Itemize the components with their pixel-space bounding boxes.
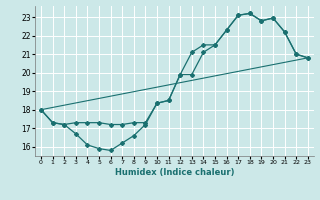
X-axis label: Humidex (Indice chaleur): Humidex (Indice chaleur)	[115, 168, 234, 177]
